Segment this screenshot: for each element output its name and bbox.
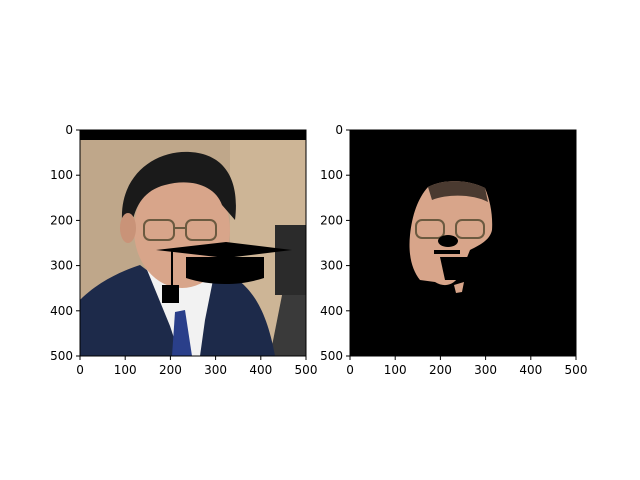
y-tick-label: 0 xyxy=(335,123,343,137)
x-tick-label: 500 xyxy=(565,363,588,377)
right-image-axes: 0 100 200 300 400 500 0 100 200 300 400 500 xyxy=(320,123,587,377)
masked-hole-eye xyxy=(438,235,458,247)
right-axes-frame xyxy=(349,129,577,357)
top-black-strip xyxy=(80,130,306,140)
x-tick-label: 100 xyxy=(114,363,137,377)
segmented-face xyxy=(409,181,493,286)
left-axes-frame xyxy=(79,129,307,357)
x-tick-label: 400 xyxy=(249,363,272,377)
y-tick-label: 300 xyxy=(320,259,343,273)
y-tick-label: 100 xyxy=(320,168,343,182)
hair xyxy=(121,151,236,225)
y-tick-label: 0 xyxy=(65,123,73,137)
y-tick-label: 200 xyxy=(320,213,343,227)
x-tick-label: 300 xyxy=(474,363,497,377)
x-tick-label: 0 xyxy=(346,363,354,377)
masked-hole-cap-brim xyxy=(434,250,460,254)
x-tick-label: 0 xyxy=(76,363,84,377)
x-tick-label: 300 xyxy=(204,363,227,377)
masked-hole-cap xyxy=(440,257,470,280)
segmented-chin-fragment xyxy=(454,282,464,293)
x-tick-label: 200 xyxy=(159,363,182,377)
right-segmented-photo xyxy=(350,130,576,356)
x-tick-label: 400 xyxy=(519,363,542,377)
segmented-hairline xyxy=(428,181,488,202)
y-tick-label: 500 xyxy=(320,349,343,363)
y-tick-label: 300 xyxy=(50,259,73,273)
y-tick-label: 400 xyxy=(320,304,343,318)
x-tick-label: 500 xyxy=(295,363,318,377)
right-y-ticks: 0 100 200 300 400 500 xyxy=(320,123,350,363)
y-tick-label: 400 xyxy=(50,304,73,318)
y-tick-label: 100 xyxy=(50,168,73,182)
y-tick-label: 200 xyxy=(50,213,73,227)
x-tick-label: 200 xyxy=(429,363,452,377)
background-person-hair xyxy=(275,225,306,295)
left-x-ticks: 0 100 200 300 400 500 xyxy=(76,356,317,377)
x-tick-label: 100 xyxy=(384,363,407,377)
right-x-ticks: 0 100 200 300 400 500 xyxy=(346,356,587,377)
tie xyxy=(172,310,192,356)
segmented-glasses xyxy=(415,219,485,239)
left-photo xyxy=(80,130,306,356)
left-y-ticks: 0 100 200 300 400 500 xyxy=(50,123,80,363)
ear xyxy=(120,213,136,243)
y-tick-label: 500 xyxy=(50,349,73,363)
glasses xyxy=(143,219,217,241)
graduation-cap-icon xyxy=(156,242,292,303)
left-image-axes: 0 100 200 300 400 500 0 100 200 300 400 500 xyxy=(50,123,317,377)
